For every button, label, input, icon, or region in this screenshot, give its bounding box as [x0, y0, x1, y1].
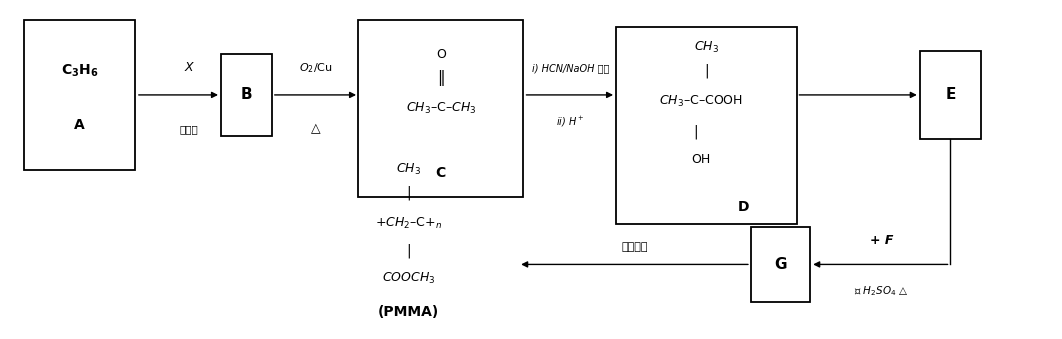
Text: $CH_3$: $CH_3$	[693, 40, 719, 55]
Bar	[752, 227, 810, 302]
Text: $O_2$/Cu: $O_2$/Cu	[298, 61, 332, 75]
Text: (PMMA): (PMMA)	[378, 305, 440, 319]
Text: $CH_3$–C–$CH_3$: $CH_3$–C–$CH_3$	[406, 101, 476, 116]
Text: +$CH_2$–C+$_n$: +$CH_2$–C+$_n$	[375, 216, 443, 231]
Text: $COOCH_3$: $COOCH_3$	[382, 271, 435, 285]
Text: i) HCN/NaOH 溶液: i) HCN/NaOH 溶液	[532, 63, 609, 73]
Text: $\mathbf{C_3H_6}$: $\mathbf{C_3H_6}$	[61, 63, 99, 79]
Text: ii) H$^+$: ii) H$^+$	[556, 115, 584, 129]
Text: O: O	[435, 48, 446, 61]
Text: $CH_3$–C–COOH: $CH_3$–C–COOH	[660, 94, 742, 109]
Bar	[358, 20, 523, 197]
Text: A: A	[74, 118, 85, 133]
Text: 催化剂: 催化剂	[179, 124, 199, 134]
Text: X: X	[185, 61, 193, 74]
Bar	[920, 51, 981, 139]
Text: OH: OH	[691, 153, 710, 166]
Text: E: E	[945, 87, 956, 102]
Text: + F: + F	[870, 234, 893, 247]
Bar	[616, 27, 796, 224]
Text: |: |	[407, 186, 411, 200]
Bar	[23, 20, 136, 170]
Text: B: B	[241, 87, 252, 102]
Text: C: C	[435, 166, 446, 180]
Text: 浓 $H_2SO_4$ △: 浓 $H_2SO_4$ △	[854, 285, 909, 298]
Text: |: |	[407, 244, 411, 258]
Text: G: G	[774, 257, 787, 272]
Text: |: |	[704, 64, 708, 78]
Text: △: △	[310, 122, 321, 135]
Bar	[221, 54, 272, 136]
Text: 一定条件: 一定条件	[622, 242, 648, 253]
Text: $CH_3$: $CH_3$	[396, 162, 422, 177]
Text: ‖: ‖	[436, 70, 445, 86]
Text: D: D	[738, 200, 749, 214]
Text: |: |	[693, 125, 698, 139]
